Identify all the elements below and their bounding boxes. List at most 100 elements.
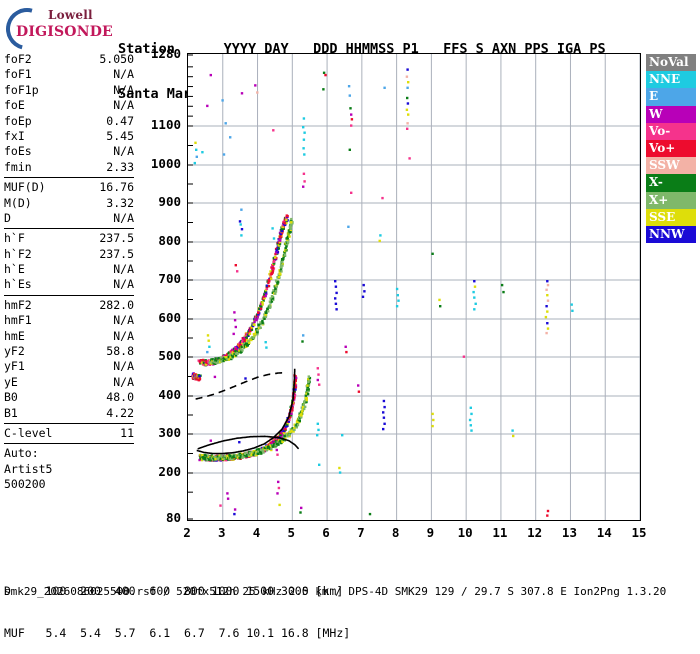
param-group-virtual-heights: h`F 237.5 h`F2 237.5 h`E N/A h`Es N/A: [4, 231, 134, 293]
param-row-hf: h`F 237.5: [4, 231, 134, 246]
doppler-legend: NoVal NNE E W Vo- Vo+ SSW X- X+ SSE NNW: [646, 54, 696, 244]
param-value: 237.5: [99, 246, 134, 261]
y-axis-tick-1280: 1280: [150, 46, 181, 61]
param-value: 4.22: [106, 405, 134, 420]
param-divider-4: [4, 422, 134, 424]
param-value: N/A: [113, 67, 134, 82]
param-divider-5: [4, 443, 134, 445]
param-row-md: M(D) 3.32: [4, 196, 134, 211]
param-key: C-level: [4, 425, 53, 440]
param-key: yF1: [4, 359, 25, 374]
param-value: 5.050: [99, 52, 134, 66]
param-row-fof1: foF1 N/A: [4, 67, 134, 82]
param-group-auto: Auto: Artist5 500200: [4, 446, 134, 492]
param-key: hmF2: [4, 297, 32, 312]
param-value: N/A: [113, 374, 134, 389]
profile-curve-0: [196, 368, 296, 455]
param-row-hme: hmE N/A: [4, 329, 134, 344]
param-group-clevel: C-level 11: [4, 426, 134, 441]
param-row-hmf2: hmF2 282.0: [4, 298, 134, 313]
param-key: fxI: [4, 128, 25, 143]
echo-trace-0: [198, 374, 298, 462]
echo-trace-4: [191, 372, 202, 382]
param-row-he: h`E N/A: [4, 262, 134, 277]
param-value: N/A: [113, 277, 134, 292]
param-divider-1: [4, 177, 134, 179]
param-value: 3.32: [106, 195, 134, 210]
profile-curve-1: [197, 435, 300, 450]
param-row-ye: yE N/A: [4, 375, 134, 390]
param-row-mufd: MUF(D) 16.76: [4, 180, 134, 195]
param-key: B0: [4, 390, 18, 405]
param-group-true-heights: hmF2 282.0 hmF1 N/A hmE N/A yF2 58.8 yF1 N/A yE N/A…: [4, 298, 134, 421]
param-key: foE: [4, 98, 25, 113]
x-axis-tick-5: 5: [287, 525, 296, 540]
param-value: 237.5: [99, 231, 134, 246]
x-axis-tick-13: 13: [561, 525, 577, 540]
param-value: 0.47: [106, 113, 134, 128]
legend-item-noval[interactable]: NoVal: [646, 54, 696, 72]
legend-item-e[interactable]: E: [646, 88, 696, 106]
param-value: N/A: [113, 328, 134, 343]
legend-item-nne[interactable]: NNE: [646, 71, 696, 89]
legend-item-sse[interactable]: SSE: [646, 208, 696, 226]
param-key: hmE: [4, 328, 25, 343]
param-row-foes: foEs N/A: [4, 144, 134, 159]
param-key: h`E: [4, 262, 25, 277]
axis-ticks: [188, 54, 193, 520]
param-value: 48.0: [106, 390, 134, 405]
footer-muf-row: MUF 5.4 5.4 5.7 6.1 6.7 7.6 10.1 16.8 [M…: [4, 626, 351, 640]
param-row-fof2: foF2 5.050: [4, 52, 134, 67]
x-axis-tick-9: 9: [426, 525, 435, 540]
header-labels-row: Station YYYY DAY DDD HHMMSS P1 FFS S AXN…: [118, 41, 606, 57]
legend-item-w[interactable]: W: [646, 105, 696, 123]
param-row-foep: foEp 0.47: [4, 114, 134, 129]
ionogram-canvas[interactable]: [188, 54, 640, 520]
legend-item-ssw[interactable]: SSW: [646, 157, 696, 175]
param-key: foF2: [4, 52, 32, 66]
auto-line-1: Artist5: [4, 462, 134, 477]
param-row-hes: h`Es N/A: [4, 277, 134, 292]
x-axis-tick-4: 4: [252, 525, 261, 540]
y-axis-tick-600: 600: [158, 310, 181, 325]
legend-item-nnw[interactable]: NNW: [646, 225, 696, 244]
echo-trace-3: [208, 217, 294, 365]
param-key: foEs: [4, 144, 32, 159]
param-key: B1: [4, 405, 18, 420]
x-axis-tick-3: 3: [218, 525, 226, 540]
param-row-clevel: C-level 11: [4, 426, 134, 441]
source-file-line: smk29_2026086025500.rsf / 520fx512h 25 k…: [4, 585, 667, 598]
param-divider-2: [4, 228, 134, 230]
y-axis-tick-80: 80: [165, 510, 181, 525]
grid-lines: [188, 54, 640, 520]
param-key: yE: [4, 374, 18, 389]
y-axis-tick-800: 800: [158, 233, 181, 248]
param-key: D: [4, 210, 11, 225]
legend-item-x[interactable]: X-: [646, 174, 696, 192]
x-axis-tick-10: 10: [457, 525, 473, 540]
param-value: N/A: [113, 82, 134, 97]
param-row-fof1p: foF1p N/A: [4, 83, 134, 98]
param-key: M(D): [4, 195, 32, 210]
digisonde-logo: Lowell DIGISONDE: [0, 0, 113, 58]
param-value: 58.8: [106, 344, 134, 359]
legend-item-vo[interactable]: Vo+: [646, 139, 696, 158]
x-axis-tick-12: 12: [527, 525, 543, 540]
param-row-hf2: h`F2 237.5: [4, 247, 134, 262]
param-value: 16.76: [99, 180, 134, 195]
param-key: MUF(D): [4, 180, 46, 195]
param-value: 11: [120, 425, 134, 440]
param-row-hmf1: hmF1 N/A: [4, 313, 134, 328]
legend-item-vo[interactable]: Vo-: [646, 122, 696, 140]
x-axis-tick-15: 15: [631, 525, 647, 540]
x-axis-tick-11: 11: [492, 525, 508, 540]
param-key: h`F: [4, 231, 25, 246]
param-key: h`F2: [4, 246, 32, 261]
ionogram-plot[interactable]: [187, 53, 641, 521]
auto-text: 500200: [4, 477, 46, 492]
footer-distance-row: D 100 200 400 600 800 1000 1500 3000 [km…: [4, 584, 344, 598]
legend-item-x[interactable]: X+: [646, 191, 696, 209]
param-key: foF1: [4, 67, 32, 82]
y-axis-tick-500: 500: [158, 348, 181, 363]
y-axis-tick-200: 200: [158, 464, 181, 479]
